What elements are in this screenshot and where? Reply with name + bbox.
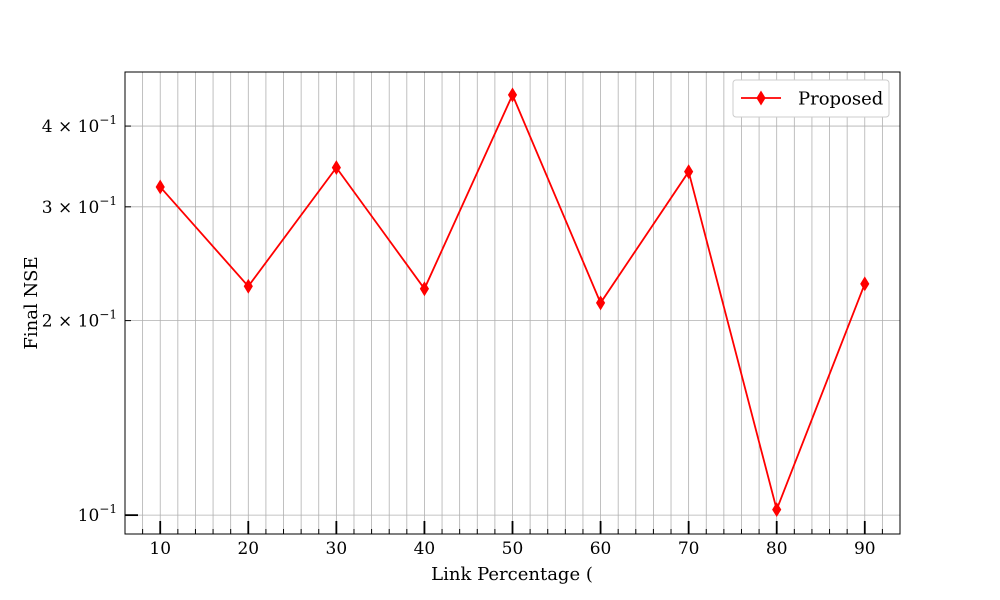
data-point [860, 276, 870, 292]
data-point [419, 281, 430, 297]
axis-ticks [125, 125, 883, 534]
data-point [772, 502, 782, 518]
data-point [507, 87, 518, 103]
y-tick-label: 10−1 [78, 502, 117, 526]
y-tick-labels: 10−12 × 10−13 × 10−14 × 10−1 [42, 113, 117, 526]
legend: Proposed [732, 79, 890, 118]
x-tick-label: 80 [766, 539, 788, 559]
x-tick-label: 90 [854, 539, 876, 559]
data-point [595, 295, 606, 311]
x-tick-label: 30 [326, 539, 348, 559]
x-axis-label: Link Percentage ( [431, 564, 593, 585]
legend-box [732, 79, 890, 118]
series-layer [155, 87, 870, 518]
y-axis-label: Final NSE [21, 256, 42, 349]
y-tick-exponent: −1 [99, 113, 117, 127]
data-point [155, 179, 165, 195]
x-tick-label: 70 [678, 539, 700, 559]
legend-marker [756, 90, 766, 106]
x-tick-labels: 10 20 30 40 50 60 70 80 90 [149, 539, 875, 559]
grid [125, 72, 900, 534]
data-point [243, 278, 253, 294]
y-tick-exponent: −1 [99, 502, 117, 516]
data-point [331, 160, 341, 176]
x-tick-label: 60 [590, 539, 612, 559]
data-point [684, 164, 694, 180]
x-tick-label: 40 [414, 539, 436, 559]
legend-label: Proposed [798, 89, 883, 110]
y-tick-exponent: −1 [99, 308, 117, 322]
x-tick-label: 50 [502, 539, 524, 559]
x-tick-label: 20 [237, 539, 259, 559]
y-tick-exponent: −1 [99, 194, 117, 208]
x-tick-label: 10 [149, 539, 171, 559]
plot-frame [124, 71, 901, 535]
